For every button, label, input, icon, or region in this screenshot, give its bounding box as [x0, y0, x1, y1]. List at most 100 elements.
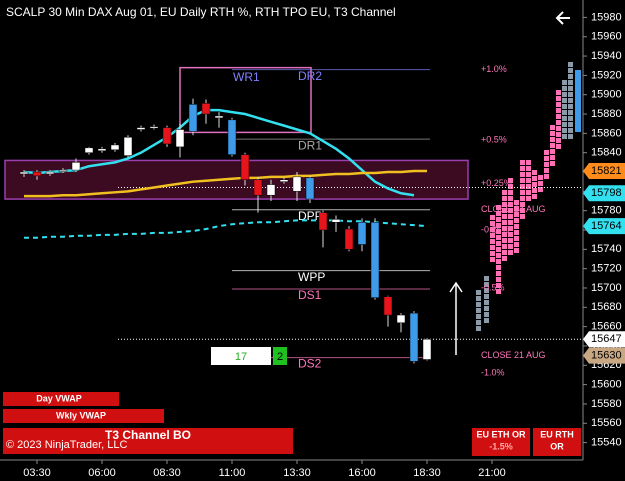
y-tick-label: 15900 — [591, 89, 622, 101]
tpo-block — [562, 134, 567, 139]
tpo-block — [562, 98, 567, 103]
price-marker — [583, 163, 625, 180]
tpo-block — [544, 156, 549, 161]
candle-body — [266, 184, 276, 196]
tpo-block — [502, 202, 507, 207]
candle-body — [396, 314, 406, 324]
x-tick-label: 16:00 — [348, 467, 376, 479]
tpo-block — [496, 247, 501, 252]
tpo-block — [484, 288, 489, 293]
button[interactable] — [3, 428, 293, 454]
tpo-block — [526, 184, 531, 189]
tpo-block — [508, 238, 513, 243]
tpo-block — [508, 208, 513, 213]
y-tick-label: 15660 — [591, 321, 622, 333]
pct-label: CLOSE 24 AUG — [481, 204, 546, 214]
y-tick-label: 15580 — [591, 398, 622, 410]
candle-body — [305, 177, 315, 200]
price-marker-label: 15630 — [591, 350, 622, 362]
pct-label: -0.25% — [481, 224, 510, 234]
tpo-block — [496, 241, 501, 246]
candle-body — [240, 154, 250, 180]
tpo-block — [520, 160, 525, 165]
tpo-block — [550, 161, 555, 166]
pct-label: -1.0% — [481, 367, 505, 377]
price-marker — [583, 331, 625, 348]
x-tick-label: 13:30 — [283, 467, 311, 479]
tpo-block — [562, 110, 567, 115]
tpo-block — [476, 314, 481, 319]
tpo-block — [496, 277, 501, 282]
tpo-block — [526, 172, 531, 177]
tpo-block — [476, 290, 481, 295]
tpo-block — [520, 196, 525, 201]
tpo-block — [496, 235, 501, 240]
tpo-block — [514, 200, 519, 205]
tpo-block — [508, 232, 513, 237]
candle-body — [201, 103, 211, 115]
tpo-block — [490, 251, 495, 256]
tpo-block — [496, 211, 501, 216]
button-label: T3 Channel BO — [105, 428, 191, 442]
poc-bar — [575, 70, 581, 132]
tpo-block — [550, 143, 555, 148]
button[interactable] — [3, 392, 119, 406]
tpo-block — [476, 302, 481, 307]
tpo-block — [496, 271, 501, 276]
tpo-block — [514, 212, 519, 217]
counter-box — [273, 347, 287, 365]
tpo-block — [490, 221, 495, 226]
tpo-block — [562, 128, 567, 133]
tpo-block — [562, 104, 567, 109]
tpo-block — [562, 122, 567, 127]
tpo-block — [568, 128, 573, 133]
tpo-block — [484, 318, 489, 323]
pct-label: +0.5% — [481, 135, 507, 145]
button[interactable] — [3, 409, 164, 423]
pct-label: +0.25% — [481, 178, 512, 188]
or-badge — [533, 428, 581, 456]
counter-box — [211, 347, 271, 365]
tpo-block — [526, 178, 531, 183]
tpo-block — [520, 166, 525, 171]
tpo-block — [556, 96, 561, 101]
pivot-label: DS1 — [298, 288, 322, 302]
tpo-block — [508, 214, 513, 219]
candle-body — [188, 104, 198, 132]
candle-body — [318, 212, 328, 231]
candle-body — [110, 144, 120, 151]
tpo-block — [514, 248, 519, 253]
y-tick-label: 15560 — [591, 417, 622, 429]
tpo-block — [550, 155, 555, 160]
tpo-block — [556, 102, 561, 107]
indicator-line — [24, 219, 428, 239]
tpo-block — [490, 227, 495, 232]
candle-body — [136, 127, 146, 130]
tpo-block — [502, 226, 507, 231]
candle-body — [370, 222, 380, 298]
candle-body — [149, 126, 159, 129]
zone-label: WR1 — [233, 70, 260, 84]
tpo-block — [526, 196, 531, 201]
tpo-block — [556, 90, 561, 95]
tpo-block — [496, 253, 501, 258]
x-tick-label: 08:30 — [153, 467, 181, 479]
tpo-block — [532, 188, 537, 193]
button-label: Wkly VWAP — [56, 410, 106, 420]
tpo-block — [568, 134, 573, 139]
x-tick-label: 18:30 — [413, 467, 441, 479]
indicator-line — [24, 169, 427, 198]
candle-body — [292, 176, 302, 192]
back-arrow[interactable] — [555, 11, 570, 25]
tpo-block — [520, 184, 525, 189]
tpo-block — [568, 116, 573, 121]
tpo-block — [514, 206, 519, 211]
x-tick-label: 06:00 — [88, 467, 116, 479]
tpo-block — [544, 168, 549, 173]
tpo-block — [514, 230, 519, 235]
tpo-block — [556, 138, 561, 143]
candle-body — [344, 228, 354, 250]
candle-body — [162, 127, 172, 145]
pct-label: -0.5% — [481, 282, 505, 292]
tpo-block — [520, 214, 525, 219]
